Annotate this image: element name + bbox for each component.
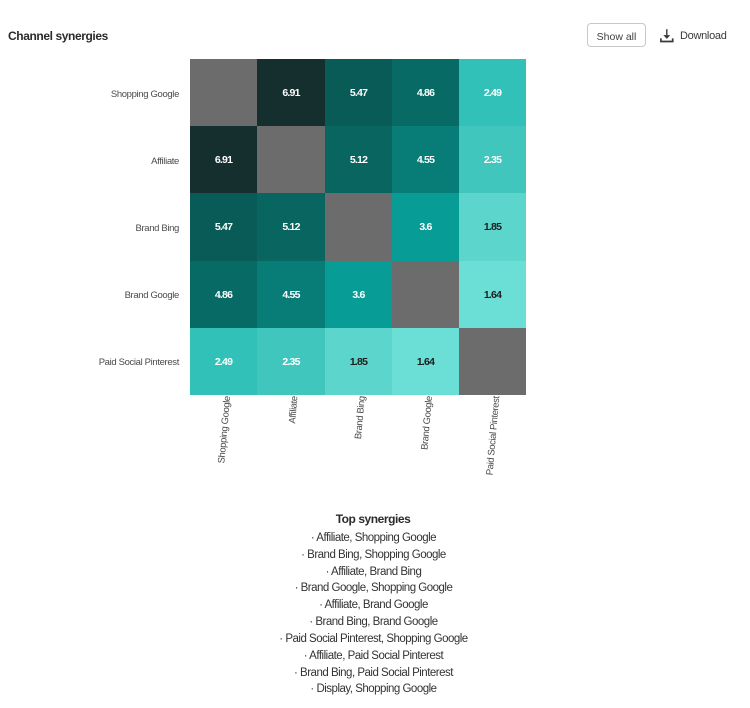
svg-text:Paid Social Pinterest: Paid Social Pinterest — [484, 395, 502, 476]
svg-text:Shopping Google: Shopping Google — [216, 396, 233, 464]
svg-text:Brand Google: Brand Google — [419, 396, 435, 451]
svg-text:Brand Bing: Brand Bing — [353, 396, 368, 440]
svg-text:Affiliate: Affiliate — [287, 396, 300, 424]
